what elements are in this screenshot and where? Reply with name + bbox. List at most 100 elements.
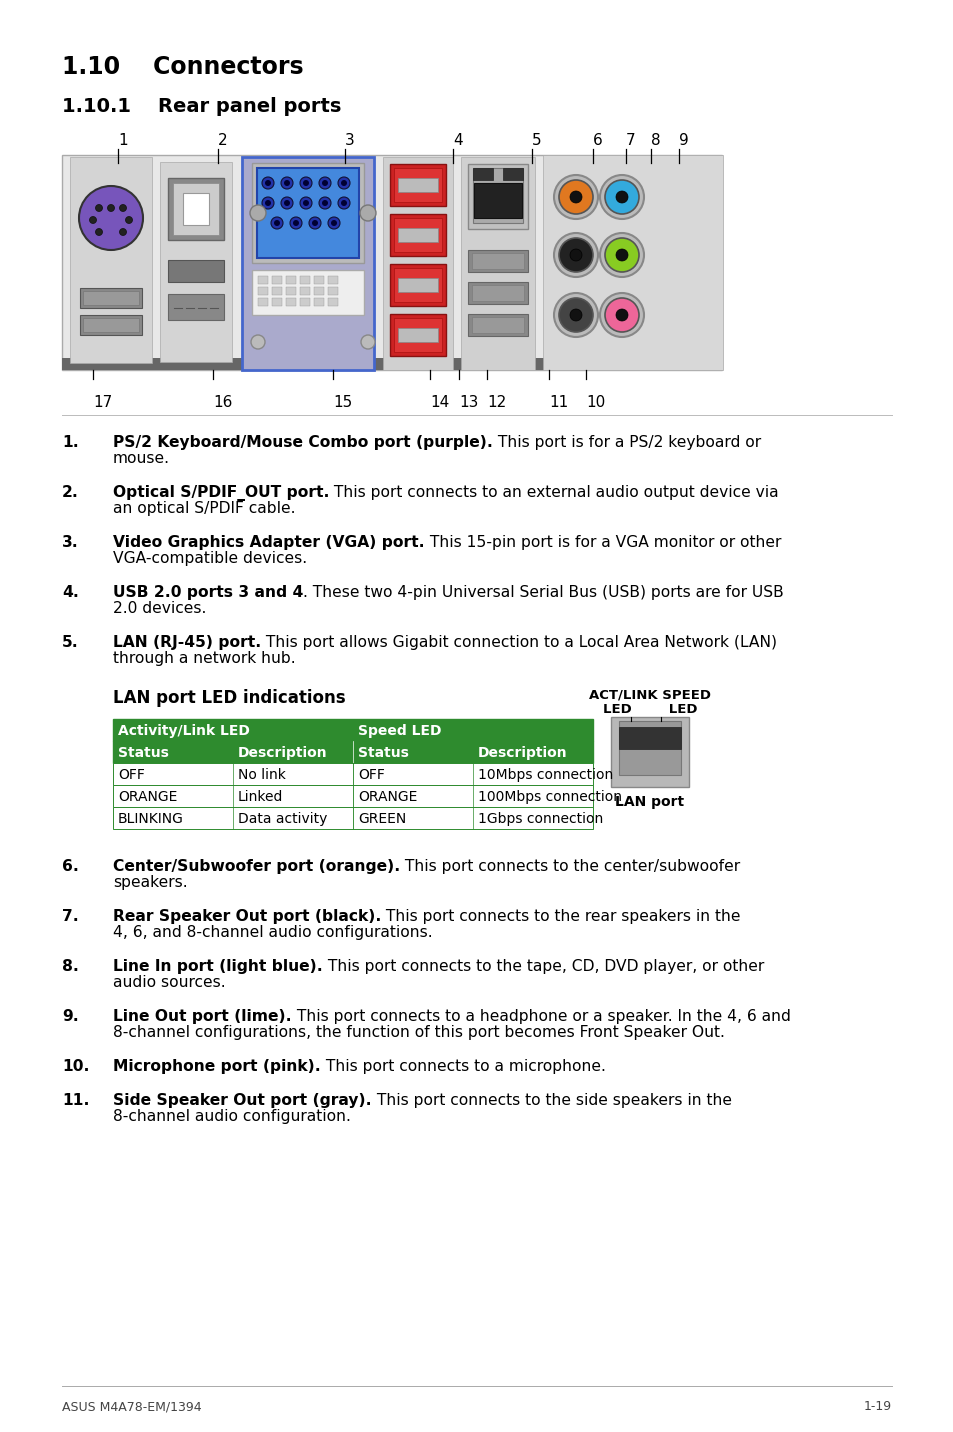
- Text: 1-19: 1-19: [863, 1400, 891, 1413]
- Text: 17: 17: [92, 395, 112, 410]
- Bar: [62, 155, 721, 369]
- Circle shape: [616, 309, 627, 321]
- Bar: [468, 251, 527, 272]
- Circle shape: [119, 229, 127, 235]
- Circle shape: [250, 205, 266, 221]
- Circle shape: [322, 200, 328, 206]
- Text: 4: 4: [453, 133, 462, 147]
- Circle shape: [95, 229, 102, 235]
- Text: This 15-pin port is for a VGA monitor or other: This 15-pin port is for a VGA monitor or…: [424, 536, 781, 550]
- Bar: [257, 286, 268, 295]
- Text: LAN port LED indications: LAN port LED indications: [112, 689, 345, 707]
- Circle shape: [79, 186, 143, 251]
- Text: LED        LED: LED LED: [602, 703, 697, 716]
- Text: Description: Description: [477, 746, 567, 760]
- Text: 8: 8: [650, 133, 659, 147]
- Bar: [272, 286, 282, 295]
- Text: 2.: 2.: [62, 485, 79, 500]
- Circle shape: [322, 180, 328, 186]
- Circle shape: [119, 205, 127, 212]
- Bar: [542, 155, 722, 369]
- Circle shape: [554, 294, 598, 337]
- Text: Optical S/PDIF_OUT port.: Optical S/PDIF_OUT port.: [112, 485, 329, 501]
- Text: mouse.: mouse.: [112, 451, 170, 465]
- Text: Linked: Linked: [237, 790, 283, 803]
- Bar: [328, 276, 337, 284]
- Bar: [390, 213, 446, 256]
- Text: an optical S/PDIF cable.: an optical S/PDIF cable.: [112, 501, 295, 516]
- Text: Activity/Link LED: Activity/Link LED: [118, 725, 250, 737]
- Bar: [328, 298, 337, 306]
- Circle shape: [558, 238, 593, 272]
- Circle shape: [359, 205, 375, 221]
- Bar: [394, 168, 441, 202]
- Bar: [390, 165, 446, 206]
- Text: This port allows Gigabit connection to a Local Area Network (LAN): This port allows Gigabit connection to a…: [261, 634, 777, 650]
- Bar: [257, 298, 268, 306]
- Bar: [242, 158, 374, 369]
- Circle shape: [554, 233, 598, 276]
- Text: This port connects to the side speakers in the: This port connects to the side speakers …: [372, 1093, 731, 1108]
- Text: USB 2.0 ports 3 and 4: USB 2.0 ports 3 and 4: [112, 586, 303, 600]
- Bar: [397, 228, 437, 242]
- Text: 10.: 10.: [62, 1060, 90, 1074]
- Circle shape: [90, 216, 96, 223]
- Text: Data activity: Data activity: [237, 812, 327, 826]
- Text: This port connects to a microphone.: This port connects to a microphone.: [320, 1060, 605, 1074]
- Bar: [160, 162, 232, 362]
- Circle shape: [251, 335, 265, 349]
- Circle shape: [328, 218, 339, 229]
- Text: Rear Speaker Out port (black).: Rear Speaker Out port (black).: [112, 909, 381, 924]
- Circle shape: [284, 200, 290, 206]
- Text: 13: 13: [458, 395, 477, 410]
- Text: This port is for a PS/2 keyboard or: This port is for a PS/2 keyboard or: [493, 435, 760, 450]
- Bar: [112, 808, 593, 829]
- Text: through a network hub.: through a network hub.: [112, 652, 295, 666]
- Bar: [112, 719, 593, 740]
- Text: 8-channel configurations, the function of this port becomes Front Speaker Out.: 8-channel configurations, the function o…: [112, 1025, 724, 1040]
- Bar: [390, 314, 446, 357]
- Text: Description: Description: [237, 746, 327, 760]
- Circle shape: [340, 200, 347, 206]
- Circle shape: [265, 180, 271, 186]
- Text: 3.: 3.: [62, 536, 79, 550]
- Bar: [299, 286, 310, 295]
- Text: VGA-compatible devices.: VGA-compatible devices.: [112, 551, 307, 566]
- Text: 8-channel audio configuration.: 8-channel audio configuration.: [112, 1108, 351, 1124]
- Bar: [257, 276, 268, 284]
- Text: This port connects to the tape, CD, DVD player, or other: This port connects to the tape, CD, DVD …: [322, 959, 763, 974]
- Text: Side Speaker Out port (gray).: Side Speaker Out port (gray).: [112, 1093, 372, 1108]
- Circle shape: [318, 178, 331, 189]
- Bar: [314, 286, 324, 295]
- Bar: [394, 318, 441, 352]
- Text: 2: 2: [218, 133, 228, 147]
- Text: ORANGE: ORANGE: [357, 790, 416, 803]
- Circle shape: [604, 238, 639, 272]
- Bar: [112, 785, 593, 808]
- Circle shape: [599, 294, 643, 337]
- Text: This port connects to an external audio output device via: This port connects to an external audio …: [329, 485, 779, 500]
- Bar: [252, 271, 364, 315]
- Circle shape: [262, 198, 274, 209]
- Text: No link: No link: [237, 768, 286, 782]
- Text: This port connects to the center/subwoofer: This port connects to the center/subwoof…: [400, 859, 740, 874]
- Text: 5.: 5.: [62, 634, 79, 650]
- Circle shape: [616, 190, 627, 203]
- Text: ORANGE: ORANGE: [118, 790, 177, 803]
- Text: . These two 4-pin Universal Serial Bus (USB) ports are for USB: . These two 4-pin Universal Serial Bus (…: [303, 586, 783, 600]
- Circle shape: [331, 221, 336, 226]
- Bar: [252, 163, 364, 263]
- Bar: [286, 276, 295, 284]
- Text: 14: 14: [430, 395, 449, 410]
- Text: Status: Status: [118, 746, 169, 760]
- Text: 6: 6: [593, 133, 602, 147]
- Text: This port connects to a headphone or a speaker. In the 4, 6 and: This port connects to a headphone or a s…: [292, 1010, 790, 1024]
- Text: 11.: 11.: [62, 1093, 90, 1108]
- Bar: [394, 268, 441, 302]
- Text: 10Mbps connection: 10Mbps connection: [477, 768, 613, 782]
- Circle shape: [262, 178, 274, 189]
- Bar: [473, 168, 522, 223]
- Circle shape: [558, 298, 593, 332]
- Circle shape: [271, 218, 283, 229]
- Circle shape: [340, 180, 347, 186]
